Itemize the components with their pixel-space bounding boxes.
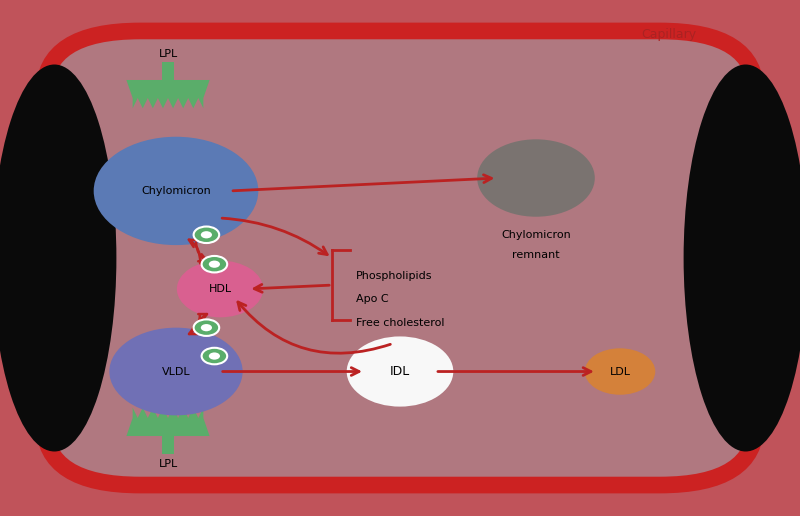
Ellipse shape [110,328,242,415]
Circle shape [209,352,220,360]
Polygon shape [133,408,203,418]
Ellipse shape [585,348,655,395]
Ellipse shape [346,336,454,407]
Text: Free cholesterol: Free cholesterol [356,317,445,328]
Text: Chylomicron: Chylomicron [141,186,211,196]
Polygon shape [133,98,203,108]
Circle shape [209,261,220,268]
Circle shape [194,227,219,243]
FancyBboxPatch shape [44,31,756,485]
Text: LPL: LPL [158,459,178,469]
Text: IDL: IDL [390,365,410,378]
Circle shape [201,231,212,238]
Text: remnant: remnant [512,250,560,260]
Text: VLDL: VLDL [162,366,190,377]
Polygon shape [126,418,210,436]
Text: Chylomicron: Chylomicron [501,230,571,239]
Circle shape [201,324,212,331]
Ellipse shape [0,64,117,452]
Ellipse shape [94,137,258,245]
Circle shape [202,348,227,364]
Circle shape [194,319,219,336]
Polygon shape [126,80,210,98]
Text: HDL: HDL [209,284,231,294]
Text: Apo C: Apo C [356,294,389,304]
Polygon shape [162,436,174,454]
Ellipse shape [477,139,594,217]
Ellipse shape [177,261,263,317]
Text: LDL: LDL [610,366,630,377]
Text: Phospholipids: Phospholipids [356,271,433,281]
Ellipse shape [683,64,800,452]
Text: LPL: LPL [158,50,178,59]
Polygon shape [162,62,174,80]
Circle shape [202,256,227,272]
Text: Capillary: Capillary [641,28,696,41]
